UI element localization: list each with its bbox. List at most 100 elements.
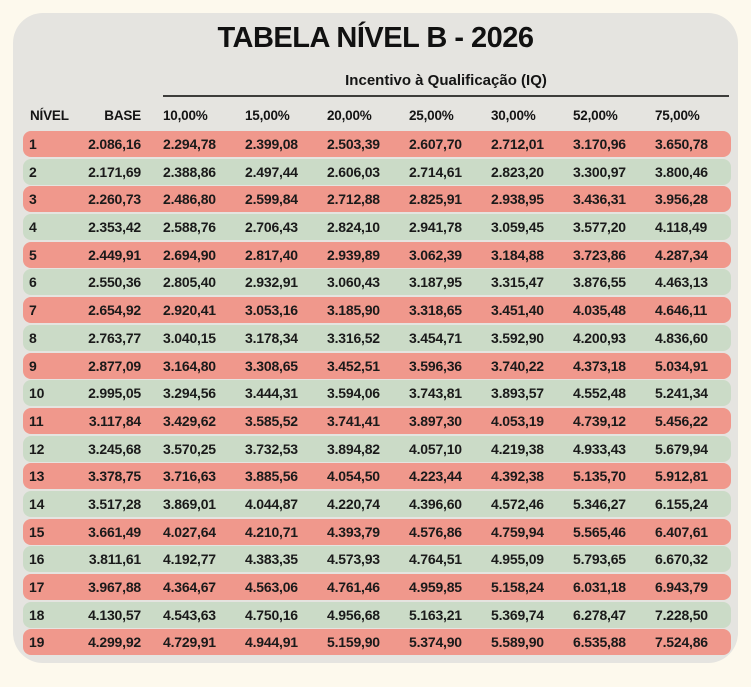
table-row: 8 2.763,77 3.040,15 3.178,34 3.316,52 3.… (23, 324, 731, 351)
cell-iq-25: 4.396,60 (409, 495, 462, 512)
table-row: 11 3.117,84 3.429,62 3.585,52 3.741,41 3… (23, 407, 731, 434)
column-header-iq-30: 30,00% (491, 107, 536, 123)
iq-group-label: Incentivo à Qualificação (IQ) (345, 72, 547, 89)
cell-iq-52: 3.577,20 (573, 219, 626, 236)
cell-iq-75: 5.456,22 (655, 412, 708, 429)
cell-iq-10: 2.588,76 (163, 219, 216, 236)
cell-iq-10: 4.364,67 (163, 579, 216, 595)
cell-iq-75: 5.912,81 (655, 468, 708, 485)
cell-iq-75: 6.155,24 (655, 495, 708, 512)
cell-iq-15: 4.044,87 (245, 495, 298, 512)
cell-iq-10: 3.040,15 (163, 329, 216, 346)
cell-base: 2.550,36 (88, 274, 141, 291)
cell-base: 3.117,84 (88, 412, 141, 429)
cell-iq-25: 3.743,81 (409, 385, 462, 402)
column-header-iq-20: 20,00% (327, 107, 372, 123)
cell-iq-30: 5.589,90 (491, 634, 544, 651)
cell-iq-20: 2.503,39 (327, 136, 380, 152)
cell-iq-75: 7.524,86 (655, 634, 708, 651)
cell-iq-30: 2.823,20 (491, 163, 544, 180)
cell-iq-52: 3.436,31 (573, 191, 626, 208)
cell-iq-20: 2.939,89 (327, 246, 380, 263)
column-header-iq-52: 52,00% (573, 107, 618, 123)
cell-iq-10: 3.429,62 (163, 412, 216, 429)
cell-iq-20: 3.741,41 (327, 412, 380, 429)
cell-base: 3.378,75 (88, 468, 141, 485)
cell-iq-10: 2.805,40 (163, 274, 216, 291)
cell-nivel: 11 (29, 412, 44, 429)
cell-base: 2.995,05 (88, 385, 141, 402)
cell-iq-52: 6.278,47 (573, 606, 626, 623)
cell-nivel: 12 (29, 440, 45, 457)
cell-nivel: 7 (29, 302, 37, 319)
cell-iq-75: 5.241,34 (655, 385, 708, 402)
cell-base: 3.967,88 (88, 579, 141, 595)
cell-iq-15: 4.944,91 (245, 634, 298, 651)
cell-iq-52: 4.373,18 (573, 357, 626, 374)
cell-iq-75: 5.034,91 (655, 357, 708, 374)
cell-iq-52: 3.170,96 (573, 136, 626, 152)
cell-nivel: 5 (29, 246, 37, 263)
cell-iq-25: 5.374,90 (409, 634, 462, 651)
cell-iq-30: 3.315,47 (491, 274, 544, 291)
cell-iq-25: 4.959,85 (409, 579, 462, 595)
table-row: 15 3.661,49 4.027,64 4.210,71 4.393,79 4… (23, 518, 731, 545)
cell-iq-25: 3.187,95 (409, 274, 462, 291)
cell-iq-15: 4.563,06 (245, 579, 298, 595)
cell-iq-30: 2.712,01 (491, 136, 544, 152)
cell-iq-10: 3.164,80 (163, 357, 216, 374)
cell-iq-52: 5.565,46 (573, 523, 626, 540)
cell-iq-30: 5.369,74 (491, 606, 544, 623)
cell-iq-30: 3.451,40 (491, 302, 544, 319)
cell-iq-75: 3.800,46 (655, 163, 708, 180)
table-row: 16 3.811,61 4.192,77 4.383,35 4.573,93 4… (23, 546, 731, 573)
cell-base: 2.877,09 (88, 357, 141, 374)
cell-iq-30: 4.955,09 (491, 551, 544, 568)
cell-iq-30: 4.219,38 (491, 440, 544, 457)
table-row: 17 3.967,88 4.364,67 4.563,06 4.761,46 4… (23, 574, 731, 600)
cell-base: 3.245,68 (88, 440, 141, 457)
cell-iq-15: 3.585,52 (245, 412, 298, 429)
cell-iq-15: 3.053,16 (245, 302, 298, 319)
table-row: 13 3.378,75 3.716,63 3.885,56 4.054,50 4… (23, 463, 731, 490)
table-row: 1 2.086,16 2.294,78 2.399,08 2.503,39 2.… (23, 131, 731, 157)
cell-iq-75: 5.679,94 (655, 440, 708, 457)
cell-iq-52: 4.739,12 (573, 412, 626, 429)
cell-base: 3.517,28 (88, 495, 141, 512)
cell-nivel: 14 (29, 495, 45, 512)
cell-iq-15: 3.885,56 (245, 468, 298, 485)
cell-iq-20: 4.393,79 (327, 523, 380, 540)
cell-nivel: 2 (29, 163, 37, 180)
table-row: 9 2.877,09 3.164,80 3.308,65 3.452,51 3.… (23, 352, 731, 379)
table-header-row: NÍVEL BASE 10,00% 15,00% 20,00% 25,00% 3… (23, 104, 731, 126)
cell-iq-25: 4.576,86 (409, 523, 462, 540)
table-body: 1 2.086,16 2.294,78 2.399,08 2.503,39 2.… (23, 131, 731, 656)
cell-iq-10: 4.027,64 (163, 523, 216, 540)
cell-iq-30: 3.059,45 (491, 219, 544, 236)
cell-iq-30: 4.053,19 (491, 412, 544, 429)
table-row: 4 2.353,42 2.588,76 2.706,43 2.824,10 2.… (23, 214, 731, 241)
cell-iq-75: 6.407,61 (655, 523, 708, 540)
cell-iq-20: 5.159,90 (327, 634, 380, 651)
table-row: 2 2.171,69 2.388,86 2.497,44 2.606,03 2.… (23, 158, 731, 185)
column-header-iq-10: 10,00% (163, 107, 208, 123)
cell-iq-15: 2.497,44 (245, 163, 298, 180)
cell-iq-10: 4.729,91 (163, 634, 216, 651)
cell-iq-75: 4.287,34 (655, 246, 708, 263)
cell-iq-25: 2.825,91 (409, 191, 462, 208)
cell-base: 2.260,73 (88, 191, 141, 208)
cell-iq-25: 2.941,78 (409, 219, 462, 236)
cell-iq-25: 4.057,10 (409, 440, 462, 457)
table-title: TABELA NÍVEL B - 2026 (217, 22, 534, 54)
table-row: 5 2.449,91 2.694,90 2.817,40 2.939,89 3.… (23, 241, 731, 268)
cell-iq-52: 3.876,55 (573, 274, 626, 291)
cell-iq-52: 4.200,93 (573, 329, 626, 346)
cell-iq-10: 2.294,78 (163, 136, 216, 152)
cell-iq-30: 2.938,95 (491, 191, 544, 208)
table-card: TABELA NÍVEL B - 2026 Incentivo à Qualif… (13, 13, 738, 663)
cell-iq-75: 6.670,32 (655, 551, 708, 568)
cell-iq-20: 3.185,90 (327, 302, 380, 319)
cell-iq-10: 4.192,77 (163, 551, 216, 568)
cell-iq-30: 3.592,90 (491, 329, 544, 346)
cell-nivel: 16 (29, 551, 45, 568)
